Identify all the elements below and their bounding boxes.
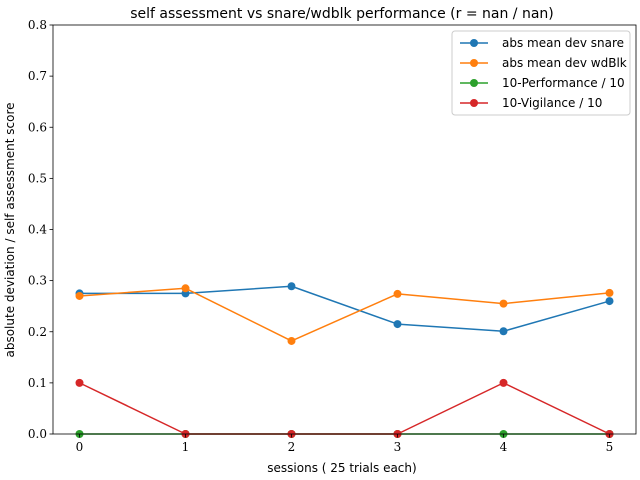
data-point bbox=[181, 284, 190, 293]
y-tick-label: 0.0 bbox=[28, 427, 47, 441]
data-point bbox=[499, 378, 508, 387]
legend-label: abs mean dev snare bbox=[502, 36, 624, 50]
data-point bbox=[393, 289, 402, 298]
legend-box bbox=[451, 30, 631, 116]
data-point bbox=[75, 378, 84, 387]
y-tick-label: 0.2 bbox=[28, 325, 47, 339]
data-point bbox=[605, 297, 614, 306]
data-point bbox=[499, 299, 508, 308]
data-point bbox=[75, 291, 84, 300]
legend-label: 10-Vigilance / 10 bbox=[502, 96, 602, 110]
legend-label: abs mean dev wdBlk bbox=[502, 56, 627, 70]
y-tick-label: 0.8 bbox=[28, 18, 47, 32]
legend-marker bbox=[470, 39, 478, 47]
data-point bbox=[287, 282, 296, 291]
series-line bbox=[79, 287, 610, 342]
legend-marker bbox=[470, 79, 478, 87]
x-axis-label: sessions ( 25 trials each) bbox=[267, 461, 416, 475]
legend-item: abs mean dev snare bbox=[460, 36, 624, 50]
x-tick-label: 4 bbox=[500, 440, 508, 454]
y-axis-label: absolute deviation / self assessment sco… bbox=[3, 102, 17, 357]
data-point bbox=[499, 327, 508, 336]
x-tick-label: 2 bbox=[288, 440, 296, 454]
axes: 0 1 2 3 4 5 0.0 0.1 0.2 0.3 0.4 0.5 0.6 0.7 0.8 bbox=[28, 18, 637, 454]
legend-marker bbox=[470, 59, 478, 67]
series-line bbox=[79, 285, 610, 332]
legend-item: 10-Performance / 10 bbox=[460, 76, 625, 90]
series-1 bbox=[75, 284, 614, 345]
data-point bbox=[393, 320, 402, 329]
data-point bbox=[287, 336, 296, 345]
data-point bbox=[605, 288, 614, 297]
x-tick-label: 5 bbox=[606, 440, 614, 454]
y-tick-label: 0.1 bbox=[28, 376, 47, 390]
legend-label: 10-Performance / 10 bbox=[502, 76, 625, 90]
legend: abs mean dev snare abs mean dev wdBlk 10-P… bbox=[451, 30, 631, 116]
legend-item: abs mean dev wdBlk bbox=[460, 56, 627, 70]
x-tick-label: 1 bbox=[182, 440, 190, 454]
y-tick-label: 0.3 bbox=[28, 274, 47, 288]
chart-title: self assessment vs snare/wdblk performan… bbox=[130, 6, 554, 22]
legend-marker bbox=[470, 99, 478, 107]
legend-item: 10-Vigilance / 10 bbox=[460, 96, 602, 110]
x-tick-label: 0 bbox=[76, 440, 84, 454]
y-tick-label: 0.6 bbox=[28, 120, 47, 134]
y-tick-label: 0.7 bbox=[28, 69, 47, 83]
y-tick-label: 0.5 bbox=[28, 171, 47, 185]
y-tick-label: 0.4 bbox=[28, 223, 47, 237]
x-tick-label: 3 bbox=[394, 440, 402, 454]
